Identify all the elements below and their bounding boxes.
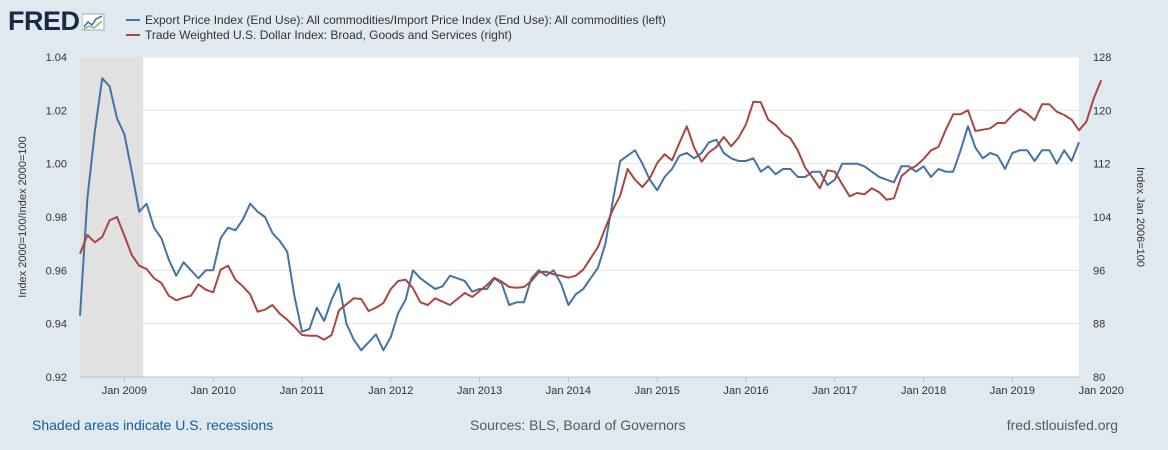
y-right-tick-label: 112 — [1093, 159, 1111, 171]
y-right-tick-label: 96 — [1093, 265, 1105, 277]
x-tick-label: Jan 2015 — [635, 385, 680, 397]
series-line-export-import-ratio[interactable] — [79, 77, 1080, 352]
series-line-dollar-index[interactable] — [79, 79, 1103, 341]
y-axis-left-label: Index 2000=100/Index 2000=100 — [17, 136, 29, 297]
x-tick-label: Jan 2019 — [990, 385, 1035, 397]
fred-logo-text: FRED — [8, 6, 80, 36]
x-tick-label: Jan 2009 — [102, 385, 147, 397]
y-right-tick-label: 104 — [1093, 212, 1111, 224]
y-left-tick-label: 0.98 — [46, 212, 67, 224]
x-tick-label: Jan 2010 — [191, 385, 236, 397]
y-axis-right-label: Index Jan 2006=100 — [1134, 167, 1146, 267]
x-tick-label: Jan 2011 — [280, 385, 324, 397]
y-right-tick-label: 80 — [1093, 372, 1105, 384]
x-tick-label: Jan 2013 — [457, 385, 502, 397]
chart-legend: Export Price Index (End Use): All commod… — [126, 12, 666, 42]
fred-logo[interactable]: FRED — [8, 6, 106, 37]
y-right-tick-label: 120 — [1093, 105, 1111, 117]
y-right-tick-label: 128 — [1093, 52, 1111, 64]
fred-trend-icon — [81, 13, 104, 30]
recession-note[interactable]: Shaded areas indicate U.S. recessions — [32, 417, 274, 433]
legend-label: Export Price Index (End Use): All commod… — [145, 12, 666, 27]
y-right-tick-label: 88 — [1093, 319, 1105, 331]
legend-item-dollar-index[interactable]: Trade Weighted U.S. Dollar Index: Broad,… — [126, 27, 666, 42]
x-tick-label: Jan 2012 — [368, 385, 413, 397]
line-chart[interactable]: 0.92 0.94 0.96 0.98 1.00 1.02 1.04 80 88 96 104 11… — [0, 0, 1168, 400]
x-tick-label: Jan 2017 — [812, 385, 857, 397]
sources-text: Sources: BLS, Board of Governors — [470, 417, 686, 433]
x-tick-label: Jan 2014 — [546, 385, 591, 397]
y-left-tick-label: 0.94 — [46, 319, 67, 331]
legend-swatch-red — [126, 33, 140, 36]
x-tick-label: Jan 2016 — [723, 385, 768, 397]
site-link[interactable]: fred.stlouisfed.org — [1006, 417, 1118, 433]
legend-item-export-import-ratio[interactable]: Export Price Index (End Use): All commod… — [126, 12, 666, 27]
y-left-tick-label: 1.00 — [46, 159, 67, 171]
x-tick-label: Jan 2018 — [901, 385, 946, 397]
y-left-tick-label: 0.96 — [46, 265, 67, 277]
x-tick-label: Jan 2020 — [1079, 385, 1124, 397]
y-left-tick-label: 0.92 — [46, 372, 67, 384]
y-left-tick-label: 1.02 — [46, 105, 67, 117]
legend-label: Trade Weighted U.S. Dollar Index: Broad,… — [145, 27, 512, 42]
legend-swatch-blue — [126, 18, 140, 21]
y-left-tick-label: 1.04 — [46, 52, 67, 64]
